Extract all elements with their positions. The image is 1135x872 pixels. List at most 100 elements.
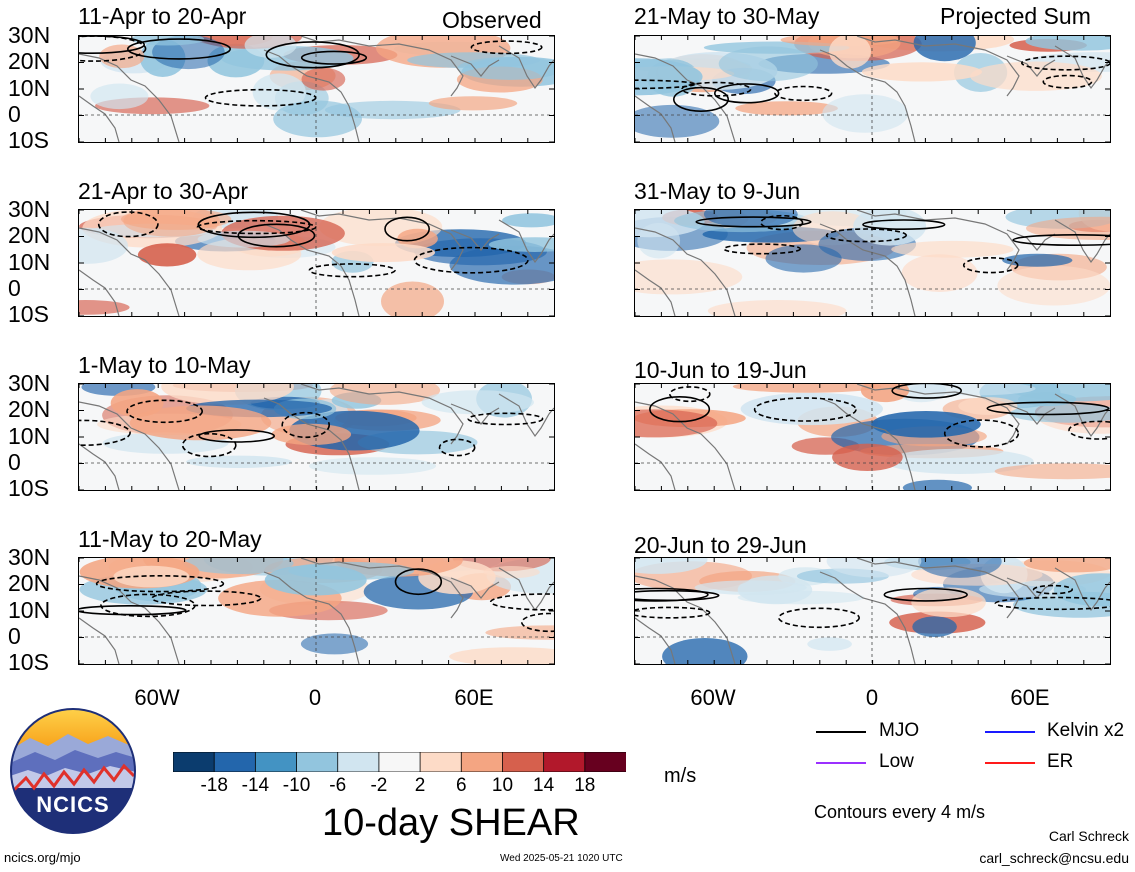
contour-note: Contours every 4 m/s [814, 802, 986, 822]
mjo-contour [198, 429, 275, 443]
mjo-contour [300, 50, 368, 65]
map-panel-8 [634, 557, 1111, 665]
shear-anomaly-shade [635, 558, 708, 574]
mjo-contour [126, 38, 232, 60]
mjo-contour [79, 36, 147, 62]
shear-anomaly-shade [300, 633, 369, 655]
mjo-contour [79, 605, 187, 616]
shear-anomaly-shade [765, 244, 842, 273]
mjo-contour [962, 256, 1019, 274]
shear-anomaly-shade [1023, 558, 1110, 573]
mjo-contour [265, 41, 360, 69]
mjo-contour [79, 419, 131, 446]
shear-anomaly-shade [997, 265, 1110, 306]
colorbar-swatch [419, 751, 463, 773]
panel-title-4: 11-May to 20-May [78, 526, 262, 552]
legend-kelvin-line [985, 731, 1035, 733]
legend-low-label: Low [879, 751, 914, 772]
shear-anomaly-shade [421, 390, 534, 415]
mjo-contour [883, 587, 968, 602]
coastline [450, 55, 500, 77]
shear-anomaly-shade [1009, 404, 1110, 423]
panel-title-3: 1-May to 10-May [78, 352, 251, 378]
mjo-contour [943, 419, 1020, 448]
mjo-contour [470, 40, 543, 55]
colorbar-tick-label: 14 [533, 775, 555, 796]
legend-er: ER [985, 751, 1115, 773]
mjo-contour [635, 606, 711, 619]
colorbar-tick-label: 2 [414, 775, 426, 796]
legend-mjo-line [816, 731, 866, 733]
mjo-contour [95, 575, 225, 593]
shear-anomaly-shade [1025, 36, 1110, 51]
coastline [1054, 393, 1110, 438]
shear-anomaly-shade [308, 457, 437, 475]
colorbar [172, 751, 627, 773]
coastline [819, 571, 916, 664]
footer-author: Carl Schreck [1048, 828, 1129, 844]
shear-anomaly-shade [885, 448, 1034, 474]
coastline [263, 397, 360, 490]
coastline [263, 571, 360, 664]
map-panel-5 [634, 35, 1111, 143]
shear-anomaly-shade [911, 587, 986, 618]
mjo-contour [723, 243, 802, 255]
coastline [1006, 55, 1056, 77]
shear-anomaly-shade [79, 227, 128, 264]
mjo-contour [196, 219, 317, 235]
coastline [1006, 403, 1056, 425]
shear-anomaly-shade [807, 637, 852, 651]
map-panel-2 [78, 209, 555, 317]
mjo-contour [649, 396, 711, 423]
lat-label: 20N [8, 570, 51, 596]
lat-label: 0 [8, 623, 21, 649]
shear-anomaly-shade [186, 455, 292, 468]
colorbar-swatch [460, 751, 504, 773]
shear-anomaly-shade [902, 479, 972, 490]
shear-anomaly-shade [483, 566, 540, 579]
lat-label: 10S [8, 475, 49, 501]
colorbar-units: m/s [664, 765, 697, 787]
colorbar-tick-label: -14 [241, 775, 270, 796]
mjo-contour [695, 216, 812, 228]
shear-anomaly-shade [271, 423, 352, 445]
mjo-contour [438, 438, 476, 457]
lat-label: 0 [8, 275, 21, 301]
mjo-contour [281, 411, 330, 439]
coastline [1054, 45, 1110, 90]
shear-anomaly-shade [485, 625, 554, 640]
mjo-contour [489, 593, 554, 611]
shear-anomaly-shade [918, 558, 1002, 578]
legend-er-line [985, 762, 1035, 764]
coastline [498, 45, 554, 90]
colorbar-swatch [172, 751, 216, 773]
coastline [819, 397, 916, 490]
mjo-contour [1012, 234, 1110, 246]
lat-label: 10N [8, 423, 51, 449]
ncics-logo: NCICS [10, 708, 136, 834]
colorbar-tick-label: -10 [282, 775, 311, 796]
shear-anomaly-shade [958, 397, 1018, 415]
shear-anomaly-shade [329, 384, 441, 405]
shear-anomaly-shade [740, 392, 883, 426]
mjo-contour [986, 401, 1110, 416]
shear-anomaly-shade [901, 254, 978, 292]
mjo-contour [753, 397, 857, 422]
shear-anomaly-shade [732, 384, 882, 393]
lon-label-0-right: 0 [865, 685, 879, 710]
coastline [498, 393, 554, 438]
mjo-contour [635, 589, 720, 602]
panel-title-2: 21-Apr to 30-Apr [78, 178, 249, 204]
mjo-contour [774, 85, 833, 102]
coastline [1054, 567, 1110, 612]
coastline [819, 49, 916, 142]
shear-anomaly-shade [183, 558, 294, 575]
map-panel-6 [634, 209, 1111, 317]
mjo-contour [204, 88, 317, 107]
footer-email[interactable]: carl_schreck@ncsu.edu [979, 850, 1129, 866]
footer-url[interactable]: ncics.org/mjo [4, 850, 81, 865]
legend-kelvin: Kelvin x2 [985, 720, 1135, 742]
projected-sum-label: Projected Sum [940, 3, 1091, 29]
coastline [263, 49, 360, 142]
mjo-contour [635, 79, 696, 90]
